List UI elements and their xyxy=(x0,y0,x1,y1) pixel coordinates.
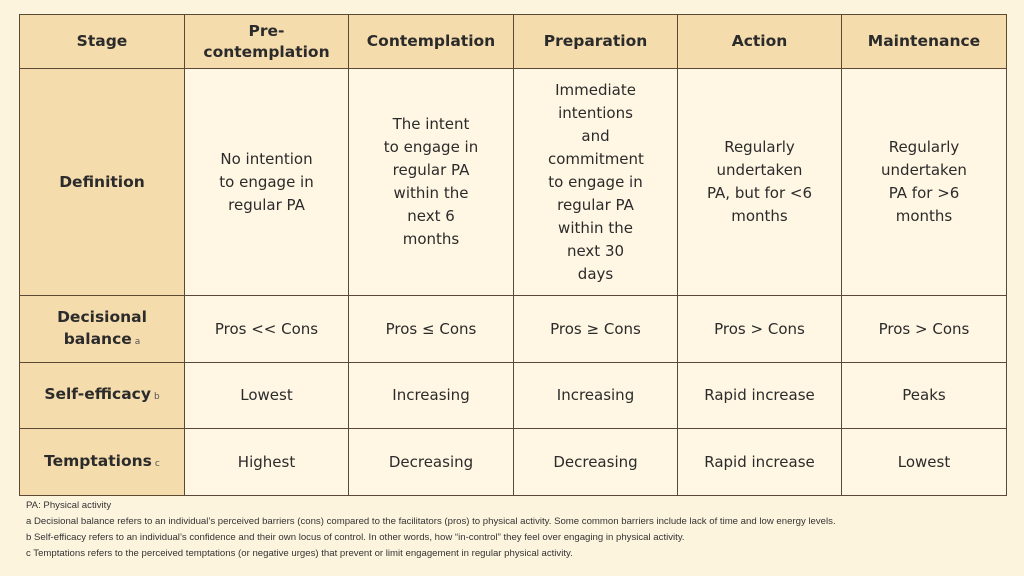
table-cell: Pros << Cons xyxy=(184,295,349,363)
table-cell: Lowest xyxy=(184,362,349,429)
row-header: Decisional balance a xyxy=(19,295,185,363)
row-label: Definition xyxy=(59,173,145,191)
footnote-a: a Decisional balance refers to an indivi… xyxy=(26,516,836,527)
table-cell: Lowest xyxy=(841,428,1007,496)
row-header: Definition xyxy=(19,68,185,296)
table-cell: Increasing xyxy=(348,362,514,429)
table-cell: Rapid increase xyxy=(677,428,842,496)
table-cell: Immediate intentions and commitment to e… xyxy=(513,68,678,296)
row-header: Self-efficacy b xyxy=(19,362,185,429)
footnote-pa: PA: Physical activity xyxy=(26,500,112,511)
table-row: Temptations c Highest Decreasing Decreasing R… xyxy=(19,428,1007,496)
footnote-b: b Self-efficacy refers to an individual’… xyxy=(26,532,685,543)
footnote-marker: b xyxy=(153,392,160,402)
footnotes: PA: Physical activity a Decisional balan… xyxy=(26,498,836,562)
table-cell: Rapid increase xyxy=(677,362,842,429)
header-row: Stage Pre-contemplation Contemplation Pr… xyxy=(19,14,1007,69)
header-stage: Stage xyxy=(19,14,185,69)
table-cell: No intention to engage in regular PA xyxy=(184,68,349,296)
header-maintenance: Maintenance xyxy=(841,14,1007,69)
row-label: Self-efficacy xyxy=(44,385,151,403)
table-cell: Decreasing xyxy=(513,428,678,496)
table-cell: Peaks xyxy=(841,362,1007,429)
row-label: Decisional balance xyxy=(57,307,147,348)
table-cell: Pros ≤ Cons xyxy=(348,295,514,363)
table-cell: Regularly undertaken PA, but for <6 mont… xyxy=(677,68,842,296)
row-header: Temptations c xyxy=(19,428,185,496)
table-row: Decisional balance a Pros << Cons Pros ≤ Co… xyxy=(19,295,1007,363)
header-preparation: Preparation xyxy=(513,14,678,69)
header-action: Action xyxy=(677,14,842,69)
row-label: Temptations xyxy=(44,451,152,470)
table-cell: Highest xyxy=(184,428,349,496)
footnote-marker: a xyxy=(134,336,141,347)
table-cell: Pros ≥ Cons xyxy=(513,295,678,363)
table-cell: Decreasing xyxy=(348,428,514,496)
table-cell: The intent to engage in regular PA withi… xyxy=(348,68,514,296)
table-cell: Increasing xyxy=(513,362,678,429)
table-row: Self-efficacy b Lowest Increasing Increasing… xyxy=(19,362,1007,429)
stages-of-change-table: Stage Pre-contemplation Contemplation Pr… xyxy=(19,14,1007,496)
table-cell: Pros > Cons xyxy=(677,295,842,363)
header-precontemplation: Pre-contemplation xyxy=(184,14,349,69)
table-cell: Regularly undertaken PA for >6 months xyxy=(841,68,1007,296)
header-contemplation: Contemplation xyxy=(348,14,514,69)
table-cell: Pros > Cons xyxy=(841,295,1007,363)
footnote-c: c Temptations refers to the perceived te… xyxy=(26,548,573,559)
footnote-marker: c xyxy=(154,458,160,469)
table-row: Definition No intention to engage in regu… xyxy=(19,68,1007,296)
